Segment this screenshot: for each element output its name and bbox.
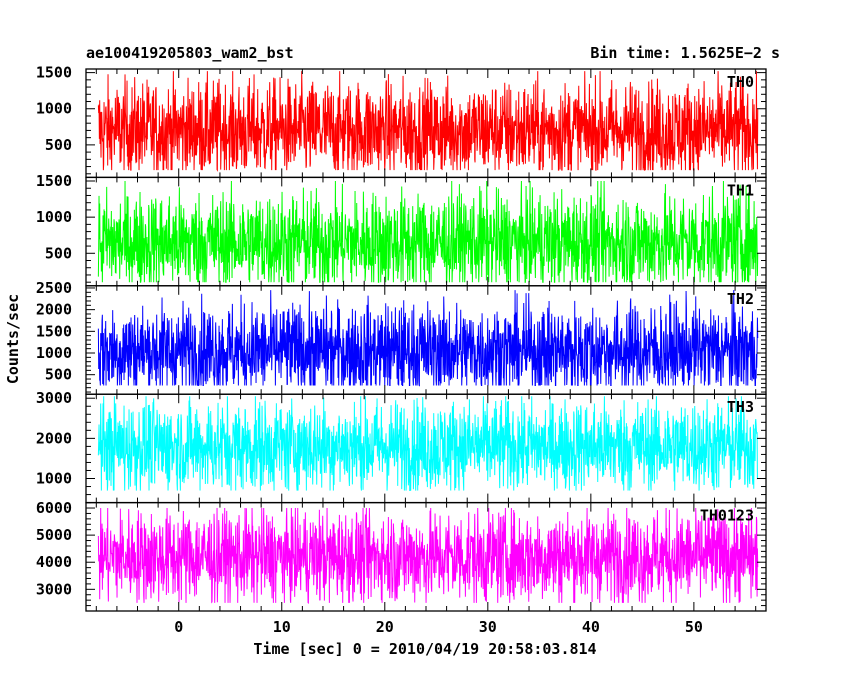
panel-th0123: 3000 4000 5000 6000 TH0123 bbox=[36, 499, 767, 612]
series-th3 bbox=[97, 396, 759, 492]
x-tick-label: 50 bbox=[685, 618, 703, 636]
panel-label: TH1 bbox=[727, 181, 754, 199]
panel-th1: 500 1000 1500 TH1 bbox=[36, 172, 767, 287]
panel-label: TH0123 bbox=[700, 507, 754, 525]
y-tick-label: 6000 bbox=[36, 499, 72, 517]
panel-th0: 500 1000 1500 TH0 bbox=[36, 64, 767, 179]
y-tick-label: 5000 bbox=[36, 526, 72, 544]
y-tick-label: 1000 bbox=[36, 208, 72, 226]
x-tick-label: 40 bbox=[582, 618, 600, 636]
panel-th3: 1000 2000 3000 TH3 bbox=[36, 389, 767, 504]
panel-th2: 500 1000 1500 2000 2500 TH2 bbox=[36, 279, 767, 395]
series-th0123 bbox=[97, 508, 759, 604]
x-tick-label: 20 bbox=[376, 618, 394, 636]
series-th2 bbox=[97, 290, 759, 387]
panel-label: TH0 bbox=[727, 73, 754, 91]
y-axis-label: Counts/sec bbox=[4, 294, 22, 384]
y-tick-label: 2000 bbox=[36, 301, 72, 319]
panel-label: TH2 bbox=[727, 290, 754, 308]
chart-title: ae100419205803_wam2_bst bbox=[86, 44, 294, 62]
y-tick-label: 2000 bbox=[36, 429, 72, 447]
bin-time-label: Bin time: 1.5625E−2 s bbox=[590, 44, 780, 62]
y-tick-label: 3000 bbox=[36, 389, 72, 407]
x-tick-label: 30 bbox=[479, 618, 497, 636]
x-axis-label: Time [sec] 0 = 2010/04/19 20:58:03.814 bbox=[253, 640, 596, 658]
y-tick-label: 1500 bbox=[36, 322, 72, 340]
y-tick-label: 1500 bbox=[36, 64, 72, 82]
panel-label: TH3 bbox=[727, 398, 754, 416]
x-tick-label: 0 bbox=[174, 618, 183, 636]
series-th0 bbox=[97, 71, 759, 172]
y-tick-label: 2500 bbox=[36, 279, 72, 297]
y-tick-label: 1000 bbox=[36, 470, 72, 488]
series-th1 bbox=[97, 181, 759, 283]
y-tick-label: 1000 bbox=[36, 100, 72, 118]
y-tick-label: 500 bbox=[45, 244, 72, 262]
y-tick-label: 4000 bbox=[36, 553, 72, 571]
x-tick-label: 10 bbox=[273, 618, 291, 636]
y-tick-label: 1000 bbox=[36, 344, 72, 362]
y-tick-label: 3000 bbox=[36, 580, 72, 598]
y-tick-label: 500 bbox=[45, 136, 72, 154]
y-tick-label: 500 bbox=[45, 366, 72, 384]
y-tick-label: 1500 bbox=[36, 172, 72, 190]
